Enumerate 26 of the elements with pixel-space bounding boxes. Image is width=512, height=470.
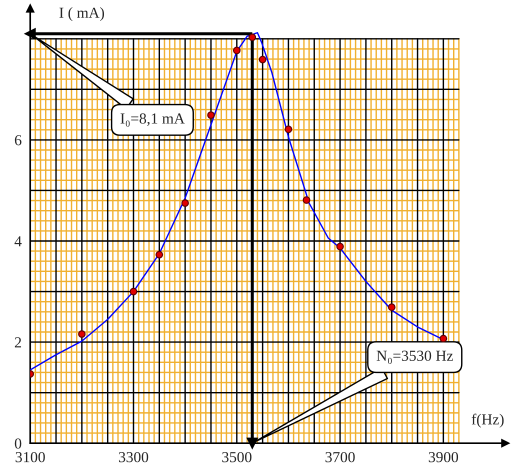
point [248, 33, 256, 42]
point [388, 303, 396, 312]
point [156, 250, 164, 258]
x-tick-label: 3500 [222, 452, 252, 462]
point [302, 196, 310, 204]
y-axis-title: I ( mA) [59, 7, 104, 22]
point [181, 199, 189, 207]
x-tick-label: 3700 [326, 452, 355, 462]
y-tick-label: 2 [14, 337, 22, 348]
point [207, 111, 215, 119]
y-tick-label: 0 [14, 438, 22, 449]
point [336, 242, 344, 250]
point [284, 125, 292, 134]
y-tick-label: 4 [14, 236, 22, 246]
point [232, 46, 241, 54]
point [258, 56, 266, 64]
point [78, 330, 86, 338]
x-axis-title: f(Hz) [472, 414, 504, 428]
x-tick-label: 3900 [428, 452, 458, 462]
annotation: I₀=8,1 mA [120, 113, 185, 127]
annotation: N₀=3530 Hz [376, 350, 453, 364]
x-tick-label: 3300 [118, 452, 148, 462]
y-tick-label: 6 [14, 135, 22, 146]
point [130, 288, 138, 296]
x-tick-label: 3100 [16, 452, 45, 462]
point [440, 334, 448, 342]
